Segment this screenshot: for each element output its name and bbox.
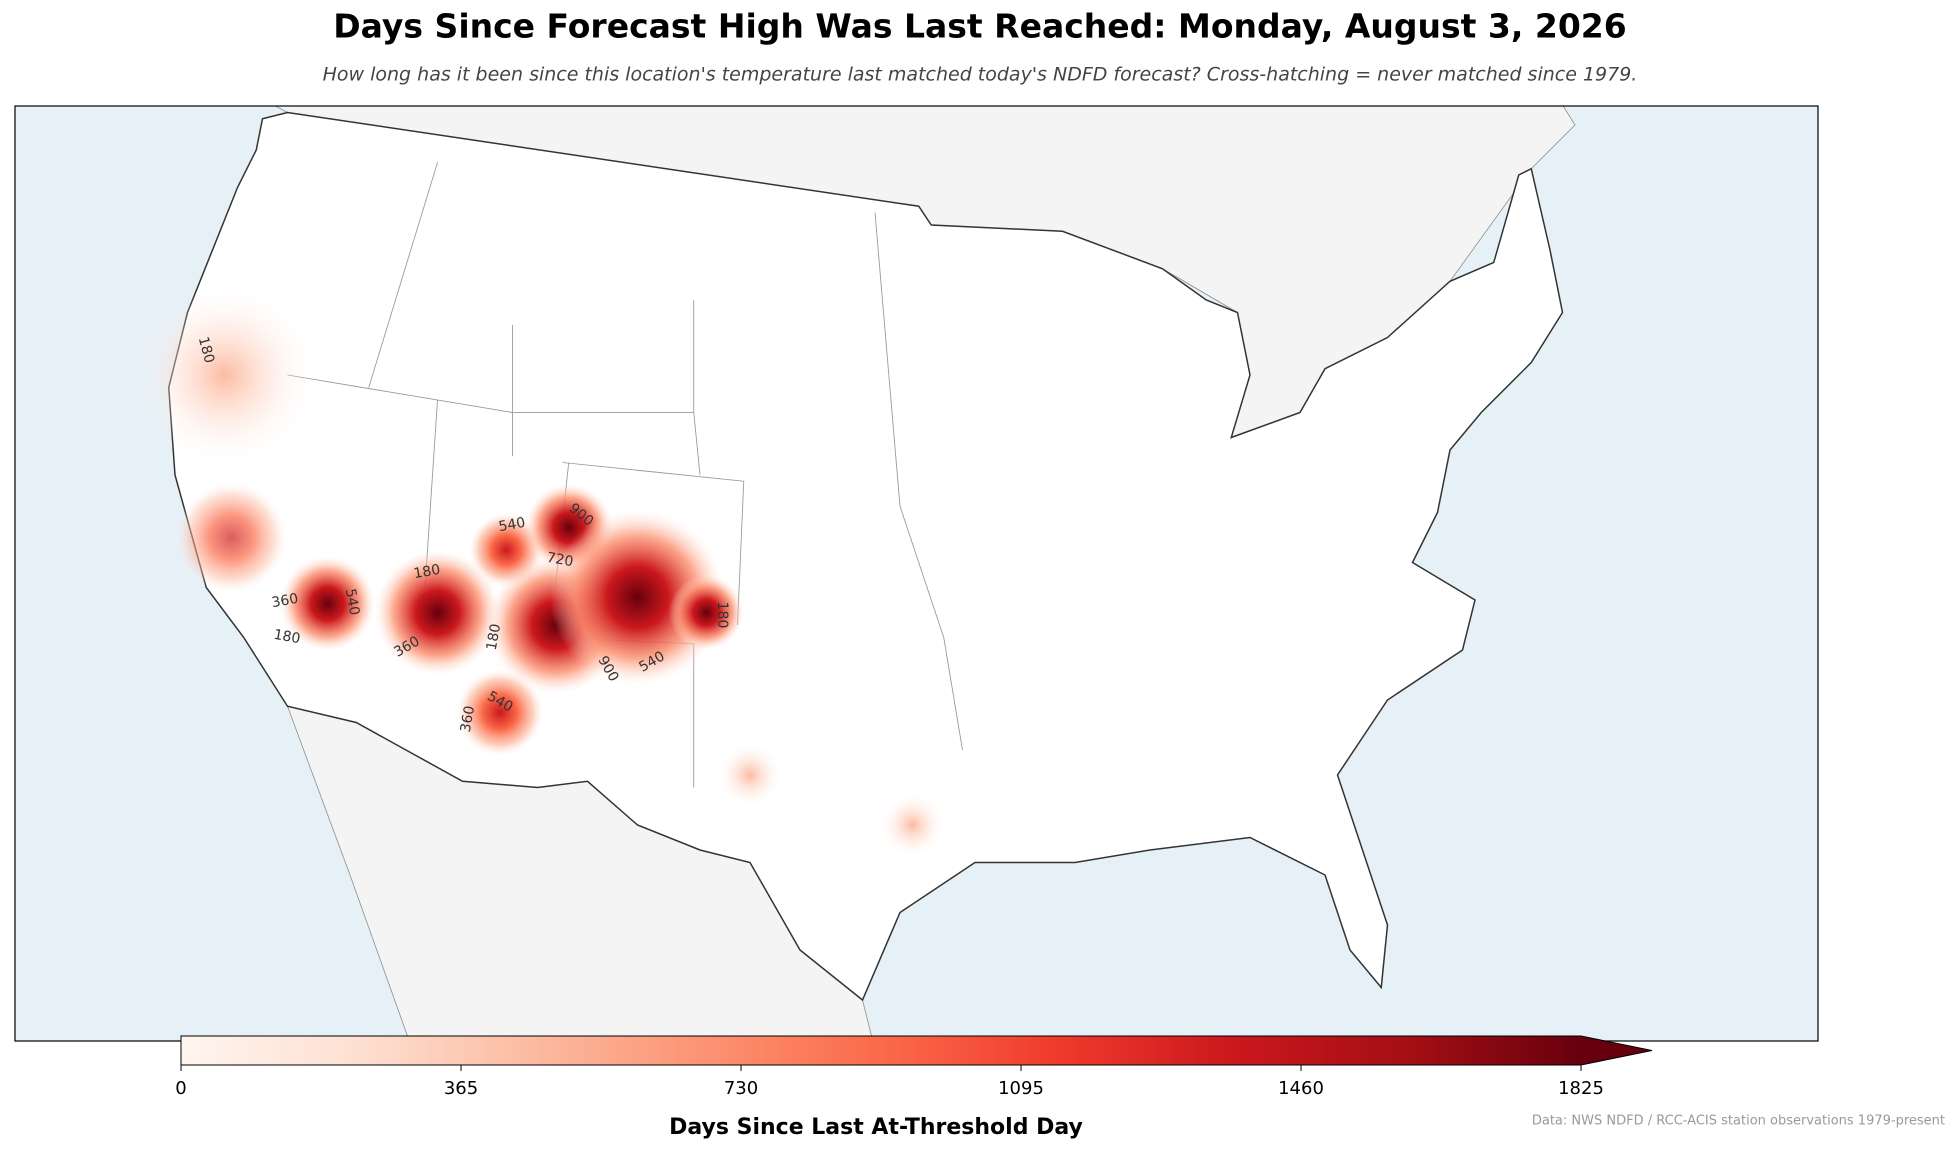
colorbar-outline: [180, 1035, 1653, 1066]
colorbar: [181, 1036, 1581, 1065]
colorbar-tick-label: 365: [444, 1078, 478, 1099]
contour-label: 180: [272, 627, 301, 647]
colorbar-tick-label: 0: [175, 1078, 186, 1099]
colorbar-tick-label: 1095: [998, 1078, 1044, 1099]
colorbar-tick-label: 1460: [1278, 1078, 1324, 1099]
contour-label: 540: [342, 587, 362, 616]
source: Data: NWS NDFD / RCC-ACIS station observ…: [1532, 1114, 1945, 1129]
subtitle: How long has it been since this location…: [323, 64, 1638, 86]
contour-label: 720: [545, 550, 574, 570]
contour-label: 180: [714, 602, 730, 629]
contour-label: 360: [270, 591, 299, 611]
contour-label: 180: [484, 622, 504, 651]
title: Days Since Forecast High Was Last Reache…: [333, 7, 1626, 46]
colorbar-tick-label: 730: [724, 1078, 758, 1099]
colorbar-extend: [1581, 1036, 1652, 1065]
contour-label: 540: [497, 515, 526, 535]
contour-label: 180: [412, 562, 441, 582]
colorbar-label: Days Since Last At-Threshold Day: [669, 1115, 1083, 1140]
contour-label: 360: [458, 704, 478, 733]
colorbar-tick-label: 1825: [1558, 1078, 1604, 1099]
contour-label: 180: [195, 335, 217, 365]
